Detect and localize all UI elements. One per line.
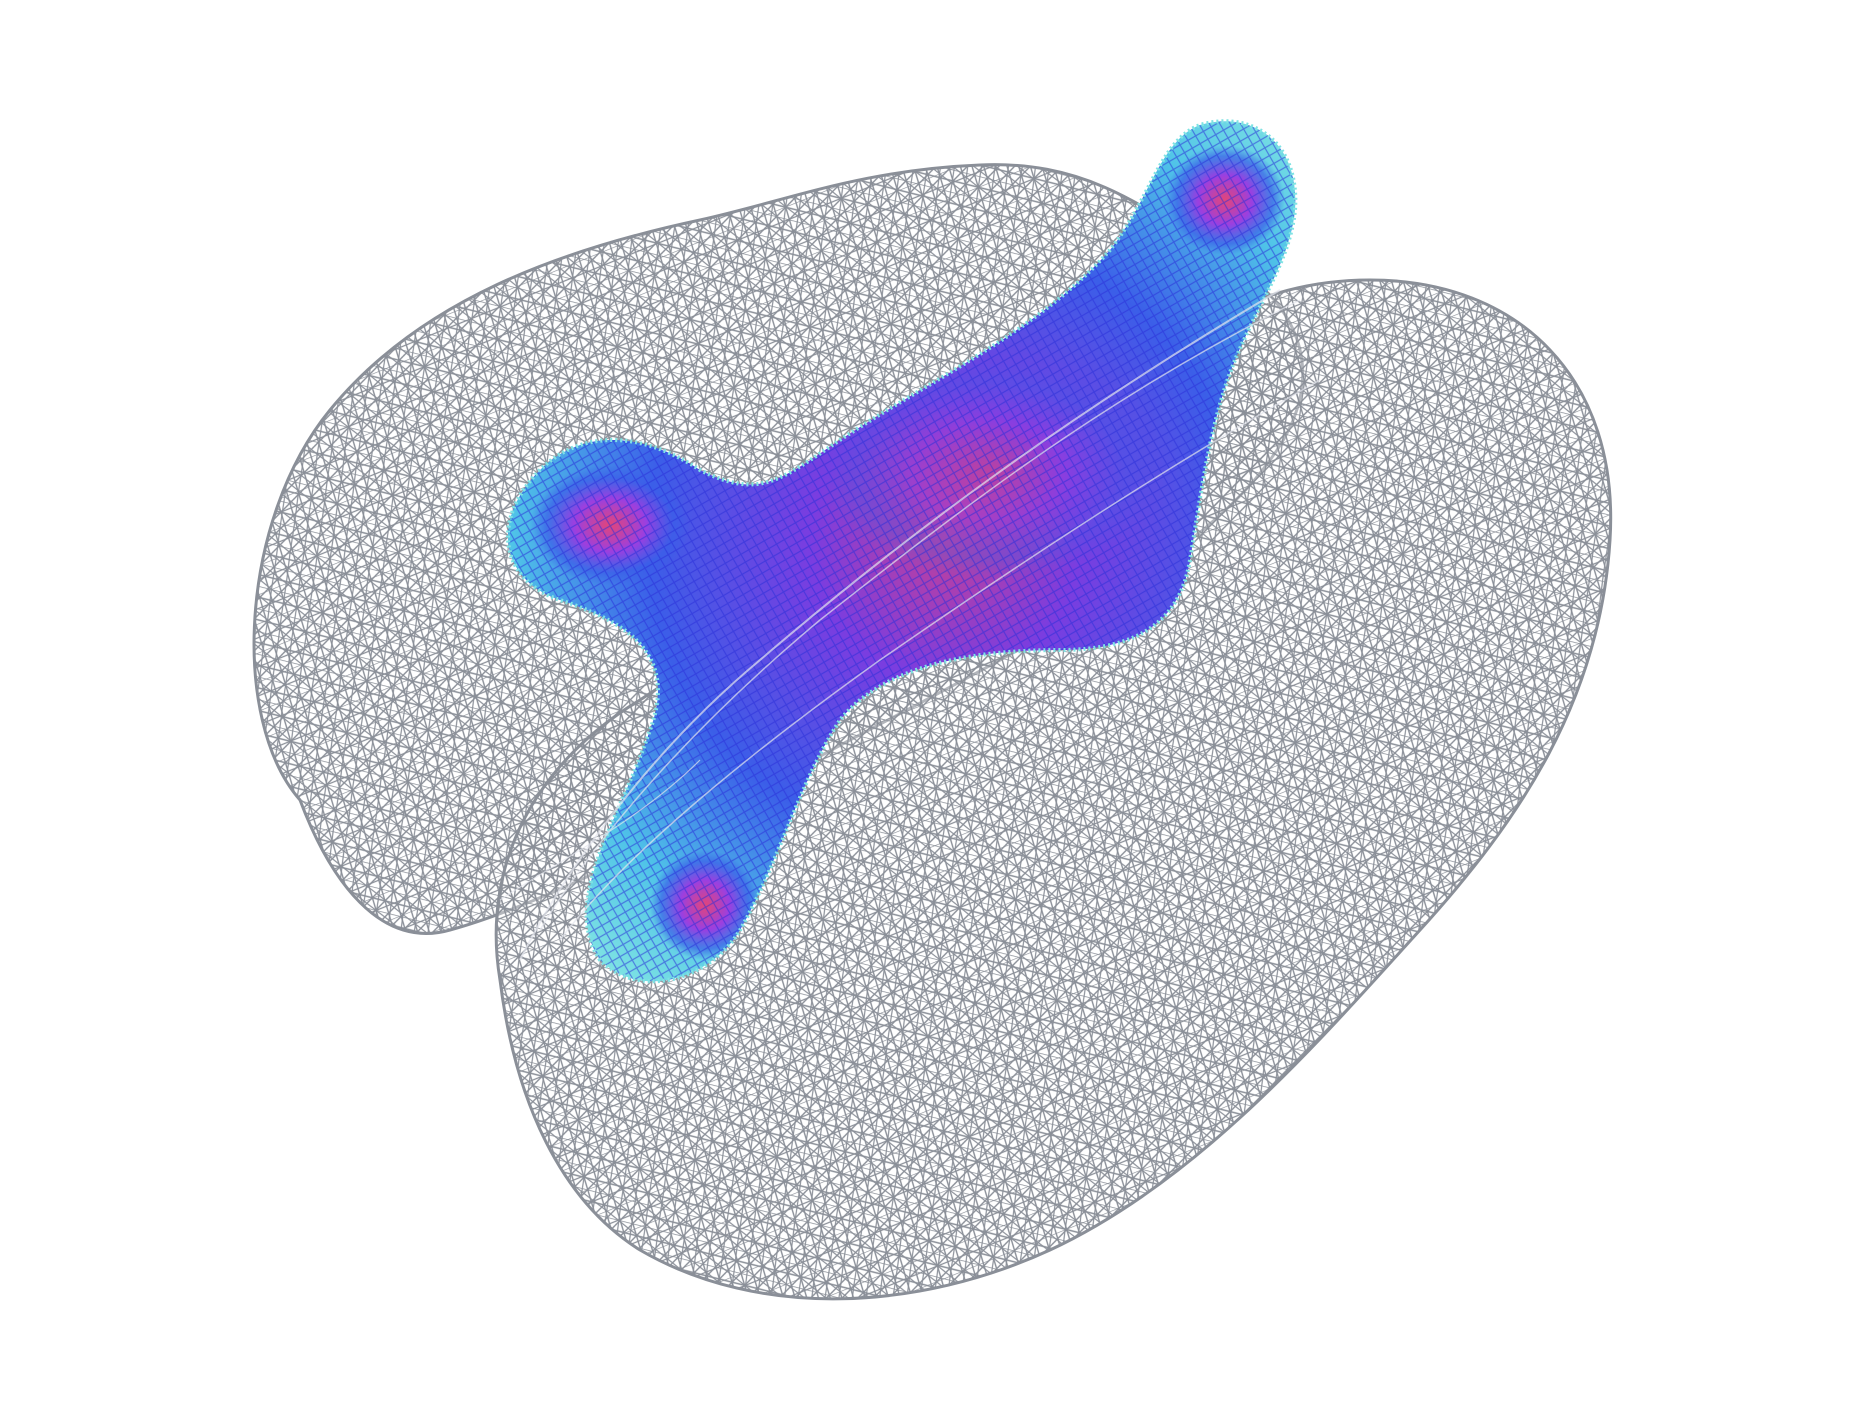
front-mesh-highlights	[499, 289, 1321, 961]
